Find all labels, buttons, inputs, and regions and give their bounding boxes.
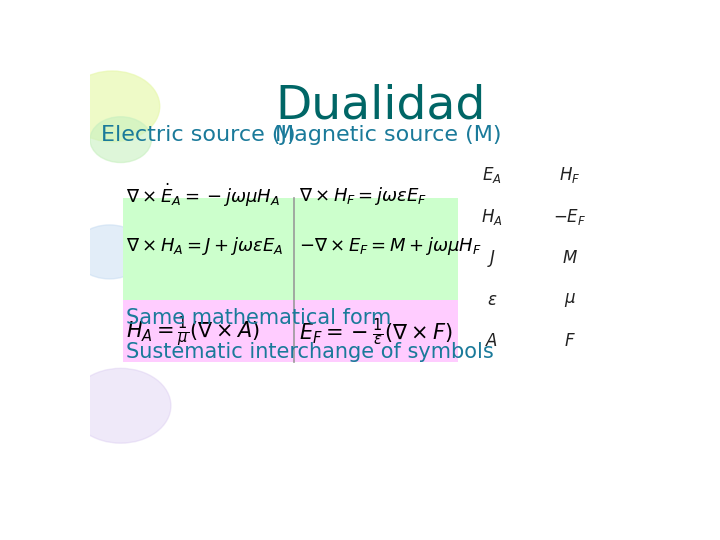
Text: Dualidad: Dualidad — [275, 84, 485, 129]
Bar — [124, 198, 458, 300]
Circle shape — [71, 368, 171, 443]
Text: $H_A$: $H_A$ — [481, 207, 503, 227]
Text: $-\nabla \times E_F = M + j\omega\mu H_F$: $-\nabla \times E_F = M + j\omega\mu H_F… — [300, 235, 482, 256]
Text: $-E_F$: $-E_F$ — [553, 207, 587, 227]
Text: $E_A$: $E_A$ — [482, 165, 502, 185]
Circle shape — [73, 225, 145, 279]
Circle shape — [65, 71, 160, 141]
Text: Electric source (J): Electric source (J) — [102, 125, 296, 145]
Circle shape — [90, 117, 151, 163]
Text: $H_F$: $H_F$ — [559, 165, 580, 185]
Text: $H_A = \frac{1}{\mu}(\nabla \times A)$: $H_A = \frac{1}{\mu}(\nabla \times A)$ — [126, 314, 261, 349]
Text: $J$: $J$ — [487, 248, 496, 268]
Text: $E_F = -\frac{1}{\varepsilon}(\nabla \times F)$: $E_F = -\frac{1}{\varepsilon}(\nabla \ti… — [300, 316, 453, 348]
Text: $F$: $F$ — [564, 332, 576, 350]
Text: $A$: $A$ — [485, 332, 498, 350]
Text: $\varepsilon$: $\varepsilon$ — [487, 291, 497, 309]
Text: Same mathematical form: Same mathematical form — [126, 308, 392, 328]
Text: $M$: $M$ — [562, 249, 578, 267]
Text: $\mu$: $\mu$ — [564, 291, 576, 309]
Text: $\nabla \times \dot{E}_A = -j\omega\mu H_A$: $\nabla \times \dot{E}_A = -j\omega\mu H… — [126, 182, 280, 210]
Text: Sustematic interchange of symbols: Sustematic interchange of symbols — [126, 342, 494, 362]
Text: $\nabla \times H_A = J + j\omega\varepsilon E_A$: $\nabla \times H_A = J + j\omega\varepsi… — [126, 235, 284, 256]
Bar — [124, 300, 458, 362]
Text: $\nabla \times H_F = j\omega\varepsilon E_F$: $\nabla \times H_F = j\omega\varepsilon … — [300, 185, 428, 207]
Text: Magnetic source (M): Magnetic source (M) — [275, 125, 502, 145]
